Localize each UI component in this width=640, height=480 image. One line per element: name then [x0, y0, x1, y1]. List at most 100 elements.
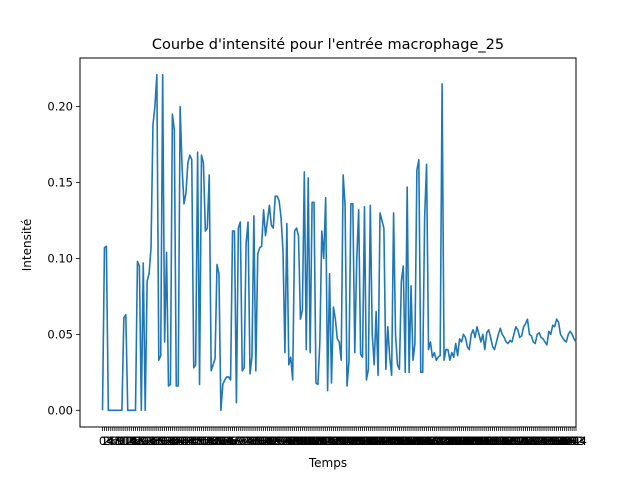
- x-tick-label: 106: [297, 434, 319, 448]
- x-tick-label: 69: [229, 434, 244, 448]
- x-tick-label: 40: [173, 434, 188, 448]
- x-tick-label: 78: [247, 434, 262, 448]
- x-tick-label: 137: [357, 434, 379, 448]
- x-tick-label: 176: [433, 434, 455, 448]
- x-tick-label: 63: [217, 434, 232, 448]
- x-tick-label: 184: [449, 434, 471, 448]
- y-axis-ticks: 0.00 0.05 0.10 0.15 0.20: [47, 100, 80, 417]
- x-tick-label: 177: [435, 434, 457, 448]
- x-tick-label: 234: [546, 434, 568, 448]
- x-tick-label: 173: [427, 434, 449, 448]
- x-tick-label: 166: [414, 434, 436, 448]
- x-tick-label: 72: [235, 434, 250, 448]
- x-tick-label: 114: [313, 434, 335, 448]
- x-tick-label: 154: [390, 434, 412, 448]
- x-tick-label: 9: [116, 434, 123, 448]
- x-tick-label: 65: [221, 434, 236, 448]
- x-tick-label: 25: [144, 434, 159, 448]
- x-tick-label: 133: [350, 434, 372, 448]
- x-tick-label: 45: [183, 434, 198, 448]
- x-tick-label: 156: [394, 434, 416, 448]
- x-tick-label: 165: [412, 434, 434, 448]
- x-tick-label: 147: [377, 434, 399, 448]
- x-tick-label: 185: [451, 434, 473, 448]
- x-tick-label: 143: [369, 434, 391, 448]
- x-tick-label: 180: [441, 434, 463, 448]
- x-tick-label: 37: [167, 434, 182, 448]
- x-tick-label: 128: [340, 434, 362, 448]
- x-tick-label: 124: [332, 434, 354, 448]
- x-tick-label: 96: [281, 434, 296, 448]
- x-tick-label: 115: [315, 434, 337, 448]
- x-tick-label: 80: [250, 434, 265, 448]
- x-tick-label: 104: [293, 434, 315, 448]
- x-tick-label: 158: [398, 434, 420, 448]
- x-tick-label: 179: [439, 434, 461, 448]
- x-tick-label: 85: [260, 434, 275, 448]
- x-tick-label: 213: [505, 434, 527, 448]
- x-tick-label: 212: [503, 434, 525, 448]
- x-tick-label: 86: [262, 434, 277, 448]
- x-tick-label: 88: [266, 434, 281, 448]
- x-tick-label: 49: [190, 434, 205, 448]
- x-tick-label: 113: [311, 434, 333, 448]
- series-line: [101, 73, 577, 412]
- x-tick-label: 38: [169, 434, 184, 448]
- x-tick-label: 182: [445, 434, 467, 448]
- x-tick-label: 122: [328, 434, 350, 448]
- x-tick-label: 211: [501, 434, 523, 448]
- x-tick-label: 29: [151, 434, 166, 448]
- x-axis-label: Temps: [308, 456, 347, 470]
- x-tick-label: 240: [557, 434, 579, 448]
- x-tick-label: 190: [460, 434, 482, 448]
- x-tick-label: 47: [186, 434, 201, 448]
- x-tick-label: 163: [408, 434, 430, 448]
- x-tick-label: 102: [289, 434, 311, 448]
- x-tick-label: 61: [214, 434, 229, 448]
- x-tick-label: 11: [117, 434, 132, 448]
- x-tick-label: 144: [371, 434, 393, 448]
- x-tick-label: 35: [163, 434, 178, 448]
- x-tick-label: 175: [431, 434, 453, 448]
- x-tick-label: 33: [159, 434, 174, 448]
- x-tick-label: 111: [307, 434, 329, 448]
- x-tick-label: 13: [120, 434, 135, 448]
- x-tick-label: 68: [227, 434, 242, 448]
- x-tick-label: 24: [142, 434, 157, 448]
- x-tick-label: 22: [138, 434, 153, 448]
- x-tick-label: 97: [283, 434, 298, 448]
- x-tick-label: 84: [258, 434, 273, 448]
- x-tick-label: 93: [276, 434, 291, 448]
- x-tick-label: 81: [252, 434, 267, 448]
- x-tick-label: 214: [507, 434, 529, 448]
- x-tick-label: 146: [375, 434, 397, 448]
- x-tick-label: 16: [126, 434, 141, 448]
- x-tick-label: 136: [355, 434, 377, 448]
- x-tick-label: 108: [301, 434, 323, 448]
- x-tick-label: 216: [511, 434, 533, 448]
- x-tick-label: 138: [359, 434, 381, 448]
- x-tick-label: 1: [101, 434, 108, 448]
- x-tick-label: 237: [551, 434, 573, 448]
- x-tick-label: 59: [210, 434, 225, 448]
- x-tick-label: 205: [489, 434, 511, 448]
- x-tick-label: 206: [491, 434, 513, 448]
- x-axis-ticks: 0123456789101112131415161718192021222324…: [99, 427, 587, 448]
- x-tick-label: 17: [128, 434, 143, 448]
- x-tick-label: 172: [425, 434, 447, 448]
- x-tick-label: 116: [317, 434, 339, 448]
- x-tick-label: 222: [522, 434, 544, 448]
- x-tick-label: 58: [208, 434, 223, 448]
- y-axis-label: Intensité: [20, 219, 34, 272]
- x-tick-label: 174: [429, 434, 451, 448]
- y-tick-label: 0.10: [47, 251, 73, 265]
- x-tick-label: 178: [437, 434, 459, 448]
- x-tick-label: 134: [352, 434, 374, 448]
- x-tick-label: 186: [452, 434, 474, 448]
- x-tick-label: 98: [285, 434, 300, 448]
- x-tick-label: 219: [517, 434, 539, 448]
- x-tick-label: 2: [103, 434, 110, 448]
- x-tick-label: 241: [559, 434, 581, 448]
- x-tick-label: 41: [175, 434, 190, 448]
- x-tick-label: 95: [280, 434, 295, 448]
